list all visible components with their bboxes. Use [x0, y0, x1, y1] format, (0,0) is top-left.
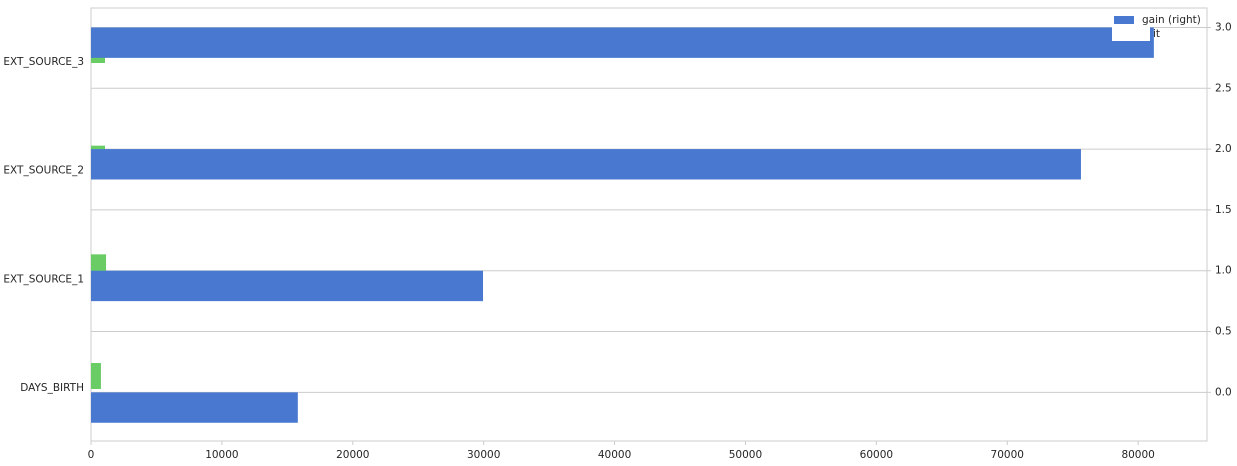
- plot-frame: [90, 7, 1208, 442]
- y2-tick-label: 2.0: [1215, 143, 1232, 155]
- x-tick-label: 10000: [205, 449, 238, 461]
- legend-label: gain (right): [1142, 14, 1201, 26]
- x-tick-label: 60000: [860, 449, 893, 461]
- legend-swatch: [1114, 16, 1134, 24]
- x-tick-label: 50000: [729, 449, 762, 461]
- y2-tick-label: 1.0: [1215, 265, 1232, 277]
- y2-tick-label: 1.5: [1215, 204, 1232, 216]
- bar: [91, 27, 1154, 58]
- y2-tick-label: 0.0: [1215, 386, 1232, 398]
- y-tick-label: EXT_SOURCE_3: [3, 56, 84, 68]
- x-tick-label: 0: [88, 449, 95, 461]
- bar: [91, 270, 484, 302]
- x-tick-label: 70000: [991, 449, 1024, 461]
- y-tick-label: EXT_SOURCE_1: [3, 273, 84, 285]
- bar: [91, 149, 1081, 180]
- y2-tick-label: 0.5: [1215, 326, 1232, 338]
- y-tick-label: EXT_SOURCE_2: [3, 165, 84, 177]
- legend-label: it: [1153, 28, 1160, 40]
- y2-tick-label: 3.0: [1215, 21, 1232, 33]
- x-tick-label: 40000: [598, 449, 631, 461]
- x-tick-label: 80000: [1121, 449, 1154, 461]
- x-tick-label: 30000: [467, 449, 500, 461]
- y2-tick-label: 2.5: [1215, 82, 1232, 94]
- x-tick-label: 20000: [336, 449, 369, 461]
- bar: [91, 392, 298, 423]
- bar: [91, 363, 101, 389]
- legend-cover: [1112, 27, 1150, 41]
- y-tick-label: DAYS_BIRTH: [20, 382, 84, 394]
